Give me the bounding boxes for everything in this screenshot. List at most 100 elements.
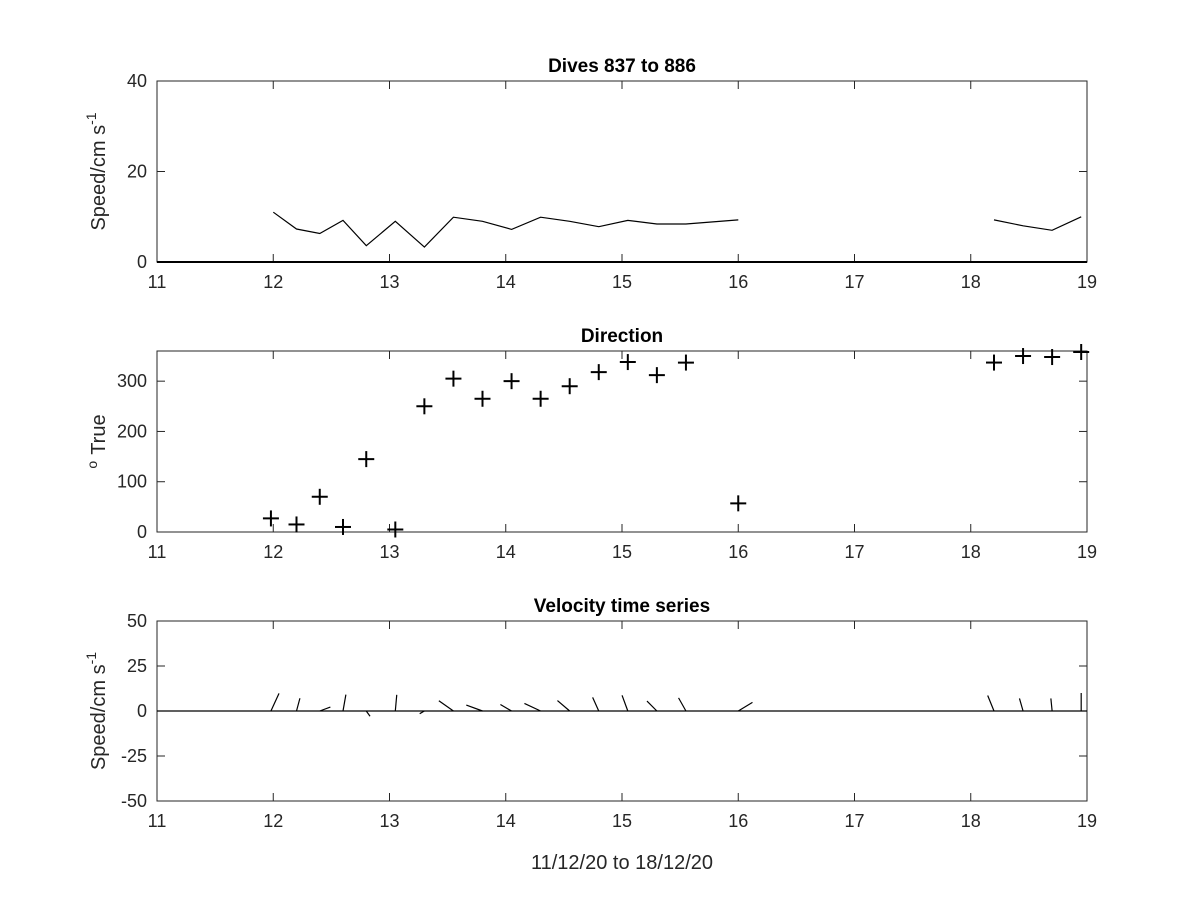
velocity-stick — [295, 698, 301, 712]
direction-point — [561, 378, 578, 395]
x-tick-label: 18 — [961, 272, 981, 292]
direction-point — [387, 521, 404, 538]
y-axis-label: o True — [84, 414, 110, 468]
direction-point — [986, 354, 1002, 371]
velocity-stick — [557, 700, 571, 712]
x-axis-label: 11/12/20 to 18/12/20 — [531, 852, 713, 874]
y-tick-label: 40 — [127, 71, 147, 91]
x-tick-label: 19 — [1077, 542, 1097, 562]
panel-title: Dives 837 to 886 — [548, 56, 696, 77]
velocity-stick — [737, 701, 753, 712]
direction-point — [730, 495, 747, 512]
x-tick-label: 13 — [379, 542, 399, 562]
velocity-stick — [466, 704, 483, 712]
y-axis-label-superscript: -1 — [83, 652, 99, 665]
x-tick-label: 11 — [148, 272, 167, 292]
direction-point — [358, 451, 375, 468]
velocity-panel: 11 12 13 14 15 16 17 18 19 -50 -25 0 25 50 Velocity ti… — [83, 596, 1097, 831]
velocity-stick — [270, 693, 280, 712]
x-tick-label: 11 — [148, 542, 167, 562]
x-tick-label: 14 — [496, 811, 516, 831]
x-tick-label: 19 — [1077, 272, 1097, 292]
velocity-stick — [1050, 698, 1053, 712]
y-tick-label: -50 — [121, 791, 147, 811]
direction-point — [532, 390, 549, 407]
direction-panel: 11 12 13 14 15 16 17 18 19 0 100 200 300 Direction o Tr… — [84, 326, 1097, 562]
x-tick-label: 14 — [496, 542, 516, 562]
velocity-stick — [646, 700, 658, 712]
direction-point — [677, 354, 694, 371]
y-axis-label-main: Speed/cm s — [88, 125, 110, 231]
direction-point — [1015, 348, 1032, 365]
direction-point — [590, 364, 607, 381]
x-tick-label: 14 — [496, 272, 516, 292]
velocity-stick — [394, 694, 398, 712]
x-tick-label: 19 — [1077, 811, 1097, 831]
direction-point — [1044, 349, 1061, 366]
direction-point — [311, 488, 328, 505]
y-axis-label-superscript: -1 — [83, 112, 99, 125]
x-tick-label: 12 — [263, 811, 283, 831]
x-tick-label: 15 — [612, 811, 632, 831]
y-tick-label: 100 — [117, 472, 147, 492]
x-tick-label: 12 — [263, 542, 283, 562]
velocity-stick — [438, 700, 454, 712]
x-tick-label: 13 — [379, 811, 399, 831]
velocity-stick — [987, 695, 995, 712]
x-tick-label: 18 — [961, 542, 981, 562]
y-axis-label-main: Speed/cm s — [88, 664, 110, 770]
x-tick-label: 16 — [728, 272, 748, 292]
y-tick-label: -25 — [121, 746, 147, 766]
y-tick-label: 0 — [137, 522, 147, 542]
velocity-stick — [621, 695, 629, 712]
velocity-stick — [365, 710, 371, 717]
direction-point — [416, 398, 433, 415]
direction-point — [474, 390, 491, 407]
y-tick-label: 300 — [117, 371, 147, 391]
velocity-stick — [1018, 698, 1024, 712]
y-tick-label: 50 — [127, 611, 147, 631]
x-tick-label: 16 — [728, 542, 748, 562]
y-axis-label: Speed/cm s-1 — [83, 112, 110, 230]
x-tick-label: 17 — [844, 272, 864, 292]
velocity-stick — [524, 702, 541, 712]
velocity-stick — [319, 706, 331, 712]
velocity-stick — [678, 697, 687, 712]
velocity-stick — [419, 710, 425, 715]
direction-point — [335, 518, 351, 535]
direction-point — [445, 370, 462, 387]
x-tick-label: 15 — [612, 542, 632, 562]
x-tick-label: 18 — [961, 811, 981, 831]
x-tick-label: 17 — [844, 811, 864, 831]
direction-point — [648, 367, 665, 384]
direction-point — [1073, 344, 1090, 361]
panel-title: Direction — [581, 326, 663, 347]
y-axis-label-main: True — [88, 414, 110, 454]
axes-box — [156, 80, 1088, 263]
direction-point — [503, 373, 520, 390]
velocity-stick — [592, 697, 600, 712]
y-tick-label: 0 — [137, 252, 147, 272]
direction-point — [262, 510, 279, 527]
y-axis-label: Speed/cm s-1 — [83, 652, 110, 770]
y-axis-label-prefix: o — [84, 461, 100, 469]
axes-box — [156, 350, 1088, 533]
x-tick-label: 15 — [612, 272, 632, 292]
x-tick-label: 11 — [148, 811, 167, 831]
y-tick-label: 0 — [137, 701, 147, 721]
direction-point — [619, 354, 636, 371]
x-tick-label: 16 — [728, 811, 748, 831]
x-tick-label: 17 — [844, 542, 864, 562]
x-tick-label: 12 — [263, 272, 283, 292]
panel-title: Velocity time series — [534, 596, 710, 617]
y-tick-label: 200 — [117, 421, 147, 441]
direction-point — [288, 516, 305, 533]
speed-panel: 11 12 13 14 15 16 17 18 19 0 20 40 Dives 837 to 886 S… — [83, 56, 1097, 292]
y-tick-label: 20 — [127, 162, 147, 182]
speed-series-line — [993, 216, 1082, 231]
velocity-stick — [500, 704, 512, 712]
speed-series-line — [272, 211, 739, 248]
y-tick-label: 25 — [127, 656, 147, 676]
